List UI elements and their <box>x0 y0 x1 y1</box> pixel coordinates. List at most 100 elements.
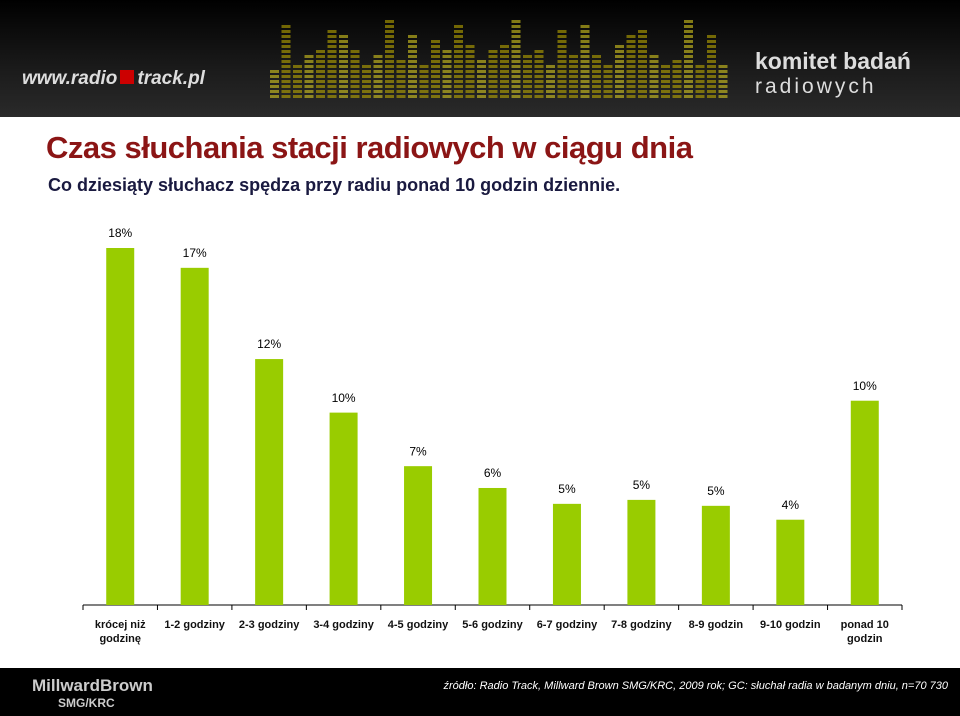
eq-cell <box>603 90 613 93</box>
eq-cell <box>281 60 291 63</box>
eq-cell <box>431 85 440 88</box>
x-tick-label: ponad 10 godzin <box>840 619 889 645</box>
eq-cell <box>523 55 532 58</box>
eq-cell <box>626 50 636 53</box>
eq-cell <box>454 40 463 43</box>
eq-cell <box>580 80 590 83</box>
eq-cell <box>718 65 728 68</box>
eq-cell <box>339 90 348 93</box>
eq-cell <box>281 90 291 93</box>
eq-cell <box>557 85 567 88</box>
eq-cell <box>523 75 532 78</box>
eq-cell <box>592 70 601 73</box>
eq-cell <box>500 75 509 78</box>
eq-cell <box>408 60 417 63</box>
x-tick-label: 7-8 godziny <box>611 619 672 631</box>
data-label: 6% <box>484 466 502 480</box>
eq-cell <box>661 90 670 93</box>
eq-cell <box>281 45 291 48</box>
eq-cell <box>661 65 670 68</box>
eq-cell <box>350 60 360 63</box>
eq-cell <box>534 55 544 58</box>
eq-cell <box>523 85 532 88</box>
eq-cell <box>580 60 590 63</box>
eq-cell <box>327 70 337 73</box>
eq-cell <box>569 75 578 78</box>
eq-cell <box>626 60 636 63</box>
eq-cell <box>557 30 567 33</box>
eq-cell <box>454 60 463 63</box>
eq-cell <box>684 40 693 43</box>
eq-cell <box>626 90 636 93</box>
eq-cell <box>638 85 647 88</box>
x-tick-label: 5-6 godziny <box>462 619 523 631</box>
eq-cell <box>408 55 417 58</box>
eq-cell <box>396 65 406 68</box>
header: www.radio track.pl komitet badań radiowych <box>0 0 960 117</box>
eq-cell <box>511 40 521 43</box>
eq-cell <box>592 75 601 78</box>
eq-cell <box>465 85 475 88</box>
eq-cell <box>511 85 521 88</box>
eq-cell <box>649 90 659 93</box>
eq-cell <box>592 60 601 63</box>
eq-cell <box>373 65 383 68</box>
eq-cell <box>707 55 716 58</box>
eq-cell <box>718 70 728 73</box>
eq-cell <box>442 50 452 53</box>
eq-cell <box>638 35 647 38</box>
eq-cell <box>615 90 624 93</box>
footer: MillwardBrown SMG/KRC źródło: Radio Track… <box>0 668 960 716</box>
eq-cell <box>465 50 475 53</box>
eq-cell <box>316 85 325 88</box>
eq-cell <box>293 90 302 93</box>
eq-cell <box>615 85 624 88</box>
eq-cell <box>327 45 337 48</box>
data-label: 5% <box>707 484 725 498</box>
eq-cell <box>684 55 693 58</box>
eq-cell <box>500 70 509 73</box>
eq-cell <box>649 85 659 88</box>
eq-cell <box>695 70 705 73</box>
eq-cell <box>270 80 279 83</box>
eq-cell <box>534 70 544 73</box>
eq-cell <box>684 65 693 68</box>
eq-cell <box>684 20 693 23</box>
eq-cell <box>592 65 601 68</box>
eq-cell <box>626 65 636 68</box>
eq-cell <box>638 70 647 73</box>
eq-cell <box>465 65 475 68</box>
eq-cell <box>396 80 406 83</box>
eq-cell <box>454 55 463 58</box>
eq-cell <box>718 80 728 83</box>
eq-cell <box>488 50 498 53</box>
eq-cell <box>672 95 682 98</box>
eq-cell <box>672 65 682 68</box>
eq-cell <box>592 80 601 83</box>
eq-cell <box>580 35 590 38</box>
eq-cell <box>327 55 337 58</box>
logo-text: www.radio <box>22 68 118 89</box>
eq-cell <box>350 80 360 83</box>
eq-cell <box>684 35 693 38</box>
subtitle: Co dziesiąty słuchacz spędza przy radiu … <box>48 175 621 195</box>
eq-cell <box>396 90 406 93</box>
eq-cell <box>638 60 647 63</box>
eq-cell <box>672 60 682 63</box>
eq-cell <box>293 85 302 88</box>
eq-cell <box>304 70 314 73</box>
eq-cell <box>431 90 440 93</box>
data-label: 10% <box>853 379 877 393</box>
eq-cell <box>569 65 578 68</box>
eq-cell <box>557 80 567 83</box>
eq-cell <box>454 75 463 78</box>
eq-cell <box>316 95 325 98</box>
eq-cell <box>385 35 394 38</box>
eq-cell <box>339 50 348 53</box>
data-label: 17% <box>183 246 207 260</box>
data-label: 12% <box>257 337 281 351</box>
eq-cell <box>534 90 544 93</box>
bar <box>478 487 507 605</box>
eq-cell <box>385 70 394 73</box>
